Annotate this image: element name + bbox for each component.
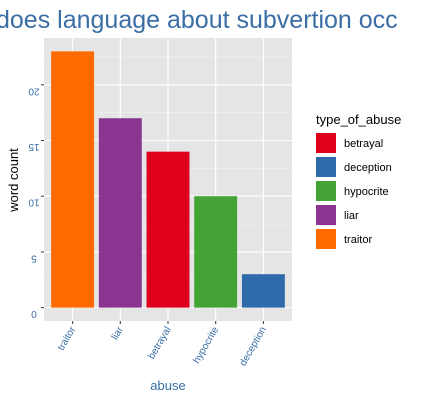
y-tick-label: 20 — [28, 85, 40, 96]
legend-key-liar — [316, 205, 336, 225]
y-axis-title: word count — [6, 148, 21, 213]
legend-key-deception — [316, 157, 336, 177]
bar-deception — [241, 274, 285, 308]
legend-label-traitor: traitor — [344, 234, 372, 246]
x-axis-ticks: traitor liar betrayal hypocrite deception — [56, 321, 269, 368]
legend: type_of_abuse betrayal deception hypocrite… — [316, 112, 401, 249]
chart-title: does language about subvertion occ — [0, 6, 398, 34]
legend-label-hypocrite: hypocrite — [344, 186, 389, 198]
y-axis-ticks: 0 5 10 15 20 — [28, 84, 44, 319]
legend-key-hypocrite — [316, 181, 336, 201]
bar-betrayal — [146, 151, 190, 308]
y-tick-label: 10 — [28, 197, 40, 208]
bar-hypocrite — [194, 196, 238, 308]
legend-label-liar: liar — [344, 210, 359, 222]
legend-key-betrayal — [316, 133, 336, 153]
legend-label-deception: deception — [344, 162, 392, 174]
legend-key-traitor — [316, 229, 336, 249]
bar-liar — [98, 118, 142, 308]
legend-label-betrayal: betrayal — [344, 138, 383, 150]
y-tick-label: 5 — [31, 252, 37, 263]
x-tick-label: liar — [110, 324, 127, 342]
y-tick-label: 15 — [28, 141, 40, 152]
x-axis-title: abuse — [150, 378, 185, 393]
legend-title: type_of_abuse — [316, 112, 401, 127]
legend-items: betrayal deception hypocrite liar traitor — [316, 133, 392, 249]
bars — [51, 51, 285, 308]
x-tick-label: hypocrite — [191, 325, 221, 366]
y-tick-label: 0 — [31, 308, 37, 319]
x-tick-label: betrayal — [146, 325, 173, 361]
x-tick-label: traitor — [56, 324, 79, 352]
bar-traitor — [51, 51, 95, 308]
x-tick-label: deception — [238, 325, 269, 368]
